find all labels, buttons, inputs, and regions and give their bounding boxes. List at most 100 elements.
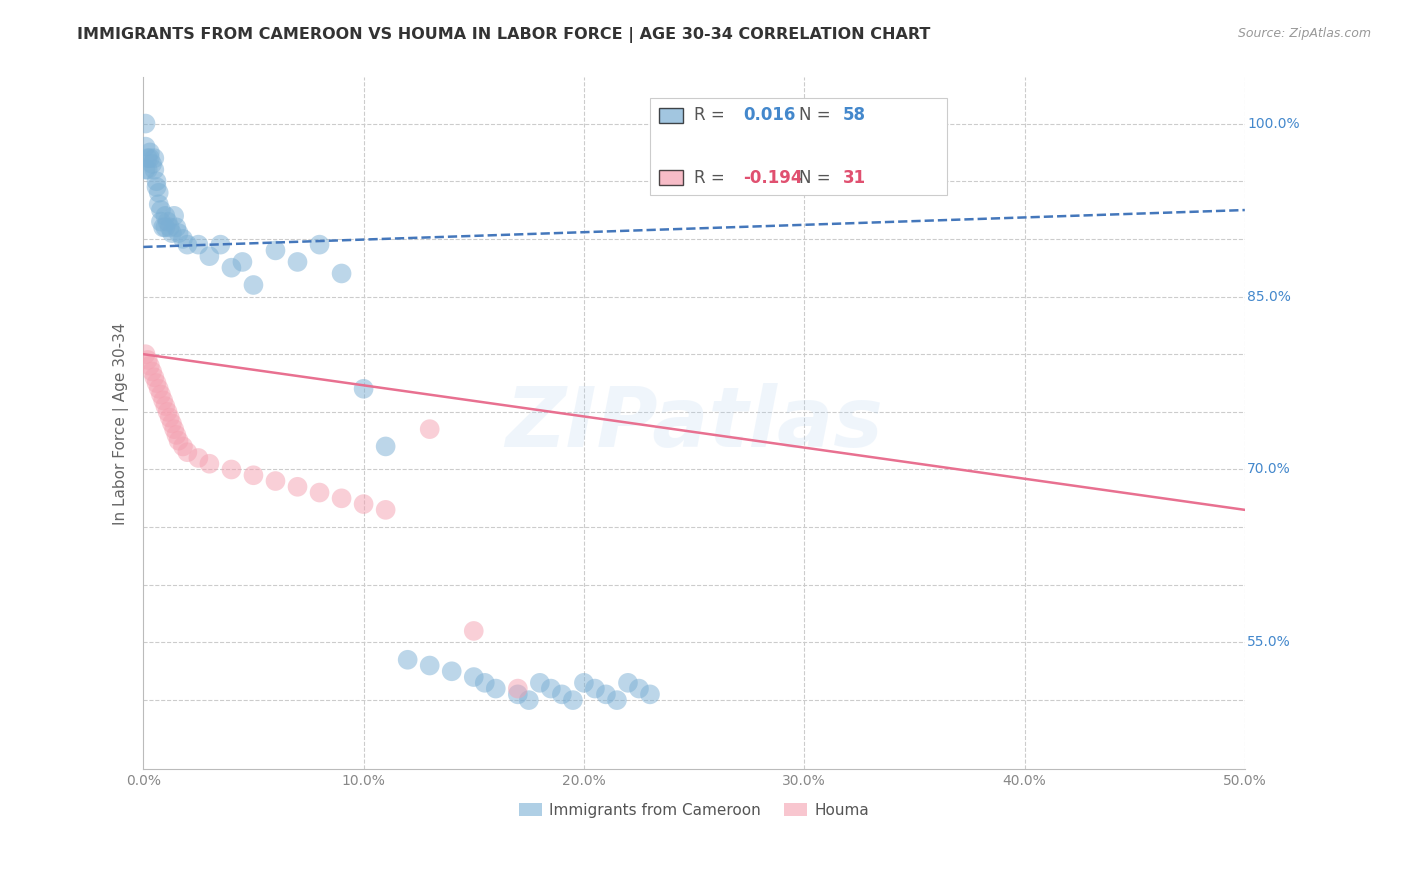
Point: [176, 445, 198, 459]
Point: [143, 162, 166, 177]
Point: [264, 244, 287, 258]
Point: [167, 226, 190, 240]
Point: [198, 457, 221, 471]
Point: [139, 359, 162, 373]
Point: [149, 202, 172, 217]
Point: [163, 209, 186, 223]
Point: [627, 681, 650, 696]
Point: [474, 675, 496, 690]
Point: [242, 468, 264, 483]
Point: [145, 180, 167, 194]
Text: R =: R =: [695, 169, 735, 186]
Point: [572, 675, 595, 690]
Point: [221, 462, 243, 476]
Point: [159, 220, 181, 235]
Text: Source: ZipAtlas.com: Source: ZipAtlas.com: [1237, 27, 1371, 40]
Point: [165, 220, 187, 235]
Text: 31: 31: [842, 169, 866, 186]
Point: [141, 364, 163, 378]
Point: [617, 675, 640, 690]
Point: [149, 214, 172, 228]
Point: [287, 480, 309, 494]
Point: [152, 220, 174, 235]
Point: [156, 405, 179, 419]
Point: [540, 681, 562, 696]
Point: [440, 665, 463, 679]
Text: R =: R =: [695, 106, 735, 125]
Point: [139, 151, 162, 165]
Text: N =: N =: [799, 169, 835, 186]
Point: [463, 670, 485, 684]
Point: [155, 399, 177, 413]
Point: [242, 278, 264, 293]
Point: [136, 353, 159, 368]
Point: [143, 151, 166, 165]
Point: [606, 693, 628, 707]
Point: [143, 370, 166, 384]
Point: [139, 145, 162, 160]
Point: [551, 687, 574, 701]
Point: [155, 209, 177, 223]
Point: [160, 226, 183, 240]
Point: [353, 497, 375, 511]
Point: [330, 491, 353, 506]
Point: [156, 214, 179, 228]
Text: ZIPatlas: ZIPatlas: [505, 383, 883, 464]
Point: [485, 681, 508, 696]
Point: [506, 687, 529, 701]
Text: 0.016: 0.016: [744, 106, 796, 125]
FancyBboxPatch shape: [659, 108, 683, 123]
Point: [209, 237, 232, 252]
Point: [148, 382, 170, 396]
Point: [330, 267, 353, 281]
Point: [396, 653, 419, 667]
Point: [419, 658, 441, 673]
Point: [353, 382, 375, 396]
Point: [149, 387, 172, 401]
Point: [374, 503, 396, 517]
Point: [160, 417, 183, 431]
Point: [136, 162, 159, 177]
Point: [308, 485, 330, 500]
Point: [172, 439, 194, 453]
Point: [308, 237, 330, 252]
Point: [187, 450, 209, 465]
Legend: Immigrants from Cameroon, Houma: Immigrants from Cameroon, Houma: [513, 797, 876, 824]
Point: [517, 693, 540, 707]
Point: [134, 347, 156, 361]
Text: 100.0%: 100.0%: [1247, 117, 1299, 130]
Point: [141, 157, 163, 171]
Point: [529, 675, 551, 690]
Point: [134, 162, 156, 177]
Point: [264, 474, 287, 488]
Point: [583, 681, 606, 696]
Text: 55.0%: 55.0%: [1247, 635, 1291, 649]
Point: [506, 681, 529, 696]
Text: N =: N =: [799, 106, 835, 125]
Point: [148, 186, 170, 200]
FancyBboxPatch shape: [659, 170, 683, 186]
Point: [198, 249, 221, 263]
Text: 70.0%: 70.0%: [1247, 462, 1291, 476]
Point: [145, 376, 167, 390]
Point: [148, 197, 170, 211]
Text: 85.0%: 85.0%: [1247, 290, 1291, 303]
Y-axis label: In Labor Force | Age 30-34: In Labor Force | Age 30-34: [114, 322, 129, 524]
Point: [419, 422, 441, 436]
Point: [176, 237, 198, 252]
Text: -0.194: -0.194: [744, 169, 803, 186]
Point: [163, 422, 186, 436]
Point: [638, 687, 661, 701]
Point: [152, 393, 174, 408]
Point: [165, 428, 187, 442]
Point: [287, 255, 309, 269]
Point: [463, 624, 485, 638]
Point: [374, 439, 396, 453]
Point: [145, 174, 167, 188]
Text: 58: 58: [842, 106, 866, 125]
Point: [187, 237, 209, 252]
Point: [167, 434, 190, 448]
Point: [561, 693, 583, 707]
Text: IMMIGRANTS FROM CAMEROON VS HOUMA IN LABOR FORCE | AGE 30-34 CORRELATION CHART: IMMIGRANTS FROM CAMEROON VS HOUMA IN LAB…: [77, 27, 931, 43]
Point: [159, 410, 181, 425]
